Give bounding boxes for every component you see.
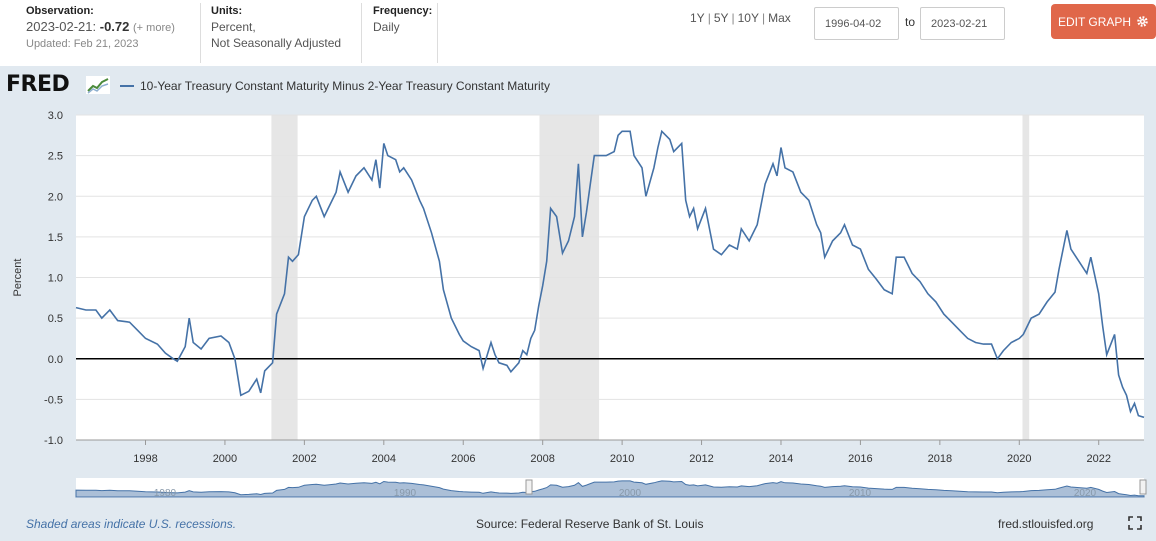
series-line[interactable]	[75, 129, 1145, 419]
date-from-input[interactable]	[814, 7, 899, 40]
y-tick-label: -1.0	[44, 435, 63, 447]
y-tick-label: 0.5	[48, 313, 63, 325]
y-tick-label: -0.5	[44, 394, 63, 406]
legend-line-swatch	[120, 85, 134, 87]
y-tick-label: 0.0	[48, 354, 63, 366]
frequency-value: Daily	[373, 20, 400, 34]
range-selector: 1Y | 5Y | 10Y | Max	[690, 11, 791, 25]
frequency-label: Frequency:	[373, 5, 433, 17]
y-tick-label: 2.5	[48, 151, 63, 163]
date-to-input[interactable]	[920, 7, 1005, 40]
navigator-handle-right[interactable]	[1139, 479, 1147, 495]
range-separator: |	[731, 11, 735, 25]
navigator-ticks: 1980 1990 2000 2010 2020	[154, 488, 1097, 499]
recession-note[interactable]: Shaded areas indicate U.S. recessions.	[26, 517, 237, 531]
source-text: Source: Federal Reserve Bank of St. Loui…	[476, 517, 704, 531]
x-tick-label: 2002	[292, 453, 316, 465]
y-axis-ticks: -1.0 -0.5 0.0 0.5 1.0 1.5 2.0 2.5 3.0	[44, 110, 63, 447]
navigator-tick-label: 2000	[619, 488, 642, 499]
y-tick-label: 2.0	[48, 191, 63, 203]
units-line2: Not Seasonally Adjusted	[211, 36, 342, 50]
fullscreen-icon[interactable]	[1128, 516, 1142, 530]
site-link[interactable]: fred.stlouisfed.org	[998, 517, 1094, 531]
range-10y[interactable]: 10Y	[737, 11, 759, 25]
y-tick-label: 1.5	[48, 232, 63, 244]
x-tick-label: 2020	[1007, 453, 1031, 465]
x-tick-label: 2008	[530, 453, 554, 465]
range-separator: |	[761, 11, 766, 25]
y-tick-label: 3.0	[48, 110, 63, 122]
header-bar: Observation: 2023-02-21: -0.72 (+ more) …	[0, 0, 1156, 66]
x-tick-label: 2012	[689, 453, 713, 465]
to-label: to	[905, 15, 916, 29]
navigator-tick-label: 1980	[154, 488, 177, 499]
range-separator: |	[707, 11, 711, 25]
chart-title: 10-Year Treasury Constant Maturity Minus…	[140, 79, 550, 93]
fred-logo[interactable]: FRED	[6, 72, 70, 97]
navigator-area	[75, 480, 1145, 498]
x-tick-label: 2018	[928, 453, 952, 465]
observation-more-link[interactable]: (+ more)	[133, 22, 175, 34]
x-tick-label: 2014	[769, 453, 793, 465]
x-tick-label: 2022	[1086, 453, 1110, 465]
edit-graph-label: EDIT GRAPH	[1057, 14, 1132, 29]
range-5y[interactable]: 5Y	[713, 11, 729, 25]
units-line1: Percent,	[211, 20, 256, 34]
fred-chart-logo-icon	[86, 76, 110, 94]
range-1y[interactable]: 1Y	[690, 11, 705, 25]
observation-line: 2023-02-21: -0.72 (+ more)	[26, 19, 200, 36]
updated-date: Updated: Feb 21, 2023	[26, 38, 139, 50]
gear-icon	[1137, 16, 1148, 27]
edit-graph-button[interactable]: EDIT GRAPH	[1051, 4, 1156, 39]
units-label: Units:	[211, 5, 243, 17]
navigator-tick-label: 1990	[394, 488, 417, 499]
observation-panel: Observation: 2023-02-21: -0.72 (+ more) …	[26, 3, 201, 63]
observation-value: -0.72	[99, 19, 130, 34]
units-panel: Units: Percent, Not Seasonally Adjusted	[211, 3, 362, 63]
x-tick-label: 2016	[848, 453, 872, 465]
y-axis-label: Percent	[12, 259, 24, 297]
range-max[interactable]: Max	[768, 11, 791, 25]
observation-label: Observation:	[26, 5, 94, 17]
x-axis-ticks: 1998 2000 2002 2004 2006 2008 2010 2012 2014 2016…	[76, 439, 1144, 465]
frequency-panel: Frequency: Daily	[373, 3, 438, 63]
y-tick-label: 1.0	[48, 273, 63, 285]
observation-date: 2023-02-21:	[26, 19, 97, 34]
x-tick-label: 2000	[213, 453, 237, 465]
navigator-handle-left[interactable]	[525, 479, 533, 495]
navigator-tick-label: 2020	[1074, 488, 1097, 499]
x-tick-label: 2006	[451, 453, 475, 465]
x-tick-label: 2010	[610, 453, 634, 465]
navigator-tick-label: 2010	[849, 488, 872, 499]
x-tick-label: 2004	[372, 453, 396, 465]
x-tick-label: 1998	[133, 453, 157, 465]
chart-legend: 10-Year Treasury Constant Maturity Minus…	[120, 79, 550, 93]
